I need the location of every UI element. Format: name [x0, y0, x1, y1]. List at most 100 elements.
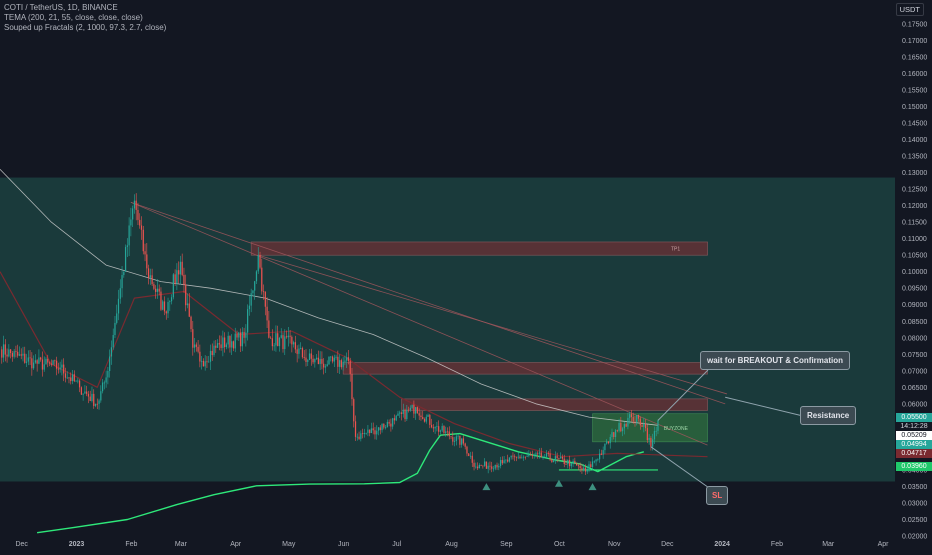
- candle-body: [326, 364, 328, 367]
- candle-body: [47, 358, 49, 363]
- candle-body: [8, 349, 10, 357]
- candle-body: [602, 450, 604, 455]
- candle-body: [36, 360, 38, 364]
- candle-body: [296, 349, 298, 354]
- candle-body: [344, 360, 346, 362]
- candle-body: [637, 415, 640, 419]
- candle-body: [66, 377, 68, 379]
- candle-body: [551, 459, 553, 463]
- candle-body: [264, 291, 266, 307]
- candle-body: [224, 337, 226, 348]
- candle-body: [538, 452, 541, 454]
- candle-body: [162, 301, 164, 310]
- x-tick-label: Aug: [445, 541, 458, 548]
- candle-body: [652, 439, 654, 447]
- candle-body: [614, 430, 617, 438]
- candle-body: [215, 345, 217, 348]
- candle-body: [409, 407, 411, 411]
- candle-body: [64, 373, 67, 378]
- candle-body: [213, 345, 215, 356]
- candle-body: [80, 387, 82, 395]
- candle-body: [280, 335, 282, 338]
- candle-body: [250, 293, 252, 306]
- candle-body: [68, 377, 70, 379]
- candle-body: [597, 459, 599, 461]
- candle-body: [381, 423, 383, 431]
- candle-body: [40, 357, 42, 360]
- candle-body: [485, 461, 488, 469]
- candle-body: [388, 421, 390, 424]
- x-tick-label: May: [282, 541, 296, 548]
- candle-body: [185, 284, 187, 306]
- candle-body: [386, 421, 388, 428]
- candle-body: [377, 427, 380, 431]
- candle-body: [307, 360, 309, 362]
- symbol-title[interactable]: COTI / TetherUS, 1D, BINANCE: [4, 3, 118, 12]
- tema-indicator-label[interactable]: TEMA (200, 21, 55, close, close, close): [4, 13, 143, 22]
- candle-body: [18, 354, 21, 356]
- candle-body: [581, 468, 583, 470]
- candle-body: [650, 438, 652, 447]
- candle-body: [96, 403, 98, 405]
- candle-body: [553, 460, 555, 463]
- candle-body: [255, 271, 258, 282]
- candle-body: [464, 443, 466, 447]
- candle-body: [15, 351, 17, 352]
- candle-body: [9, 349, 12, 354]
- candle-body: [153, 284, 155, 289]
- candle-body: [588, 464, 590, 469]
- candle-body: [84, 391, 86, 394]
- candle-body: [294, 342, 297, 350]
- candle-body: [285, 336, 288, 338]
- candle-body: [204, 361, 206, 367]
- candle-body: [261, 267, 263, 292]
- wait-breakout-callout[interactable]: wait for BREAKOUT & Confirmation: [700, 351, 850, 370]
- candle-body: [75, 380, 77, 382]
- currency-badge[interactable]: USDT: [895, 3, 924, 16]
- stop-loss-callout[interactable]: SL: [706, 486, 729, 505]
- candle-body: [478, 464, 480, 469]
- candle-body: [620, 422, 622, 432]
- candle-body: [268, 320, 270, 338]
- y-tick-label: 0.06000: [902, 401, 927, 408]
- candle-body: [494, 464, 496, 469]
- price-tag-red: 0.04717: [896, 449, 932, 458]
- candle-body: [206, 361, 208, 363]
- candle-body: [158, 288, 160, 292]
- resistance-callout[interactable]: Resistance: [800, 406, 857, 425]
- candle-body: [476, 466, 479, 469]
- candle-body: [176, 270, 178, 284]
- candle-body: [220, 344, 222, 348]
- candle-body: [41, 359, 44, 370]
- candle-body: [63, 364, 65, 374]
- candle-body: [110, 347, 113, 357]
- candle-body: [365, 432, 367, 434]
- candle-body: [331, 356, 334, 362]
- candle-body: [340, 360, 342, 368]
- candle-body: [169, 301, 171, 303]
- candle-body: [535, 453, 537, 455]
- candle-body: [130, 219, 132, 226]
- candle-body: [156, 288, 159, 292]
- x-tick-label: Nov: [608, 541, 621, 548]
- candle-body: [98, 400, 100, 404]
- candle-body: [287, 335, 289, 338]
- candle-body: [370, 428, 373, 434]
- candle-body: [621, 428, 624, 432]
- trendline: [258, 254, 728, 395]
- candle-body: [450, 436, 452, 438]
- candle-body: [429, 414, 431, 425]
- candle-body: [554, 456, 557, 461]
- candle-body: [623, 424, 625, 429]
- callout-leader-line: [657, 369, 709, 421]
- y-tick-label: 0.12500: [902, 187, 927, 194]
- candle-body: [32, 362, 35, 369]
- fractals-indicator-label[interactable]: Souped up Fractals (2, 1000, 97.3, 2.7, …: [4, 23, 167, 32]
- candle-body: [517, 456, 519, 458]
- y-tick-label: 0.03500: [902, 484, 927, 491]
- x-tick-label: Feb: [125, 541, 137, 548]
- candle-body: [298, 348, 300, 354]
- candle-body: [167, 302, 169, 314]
